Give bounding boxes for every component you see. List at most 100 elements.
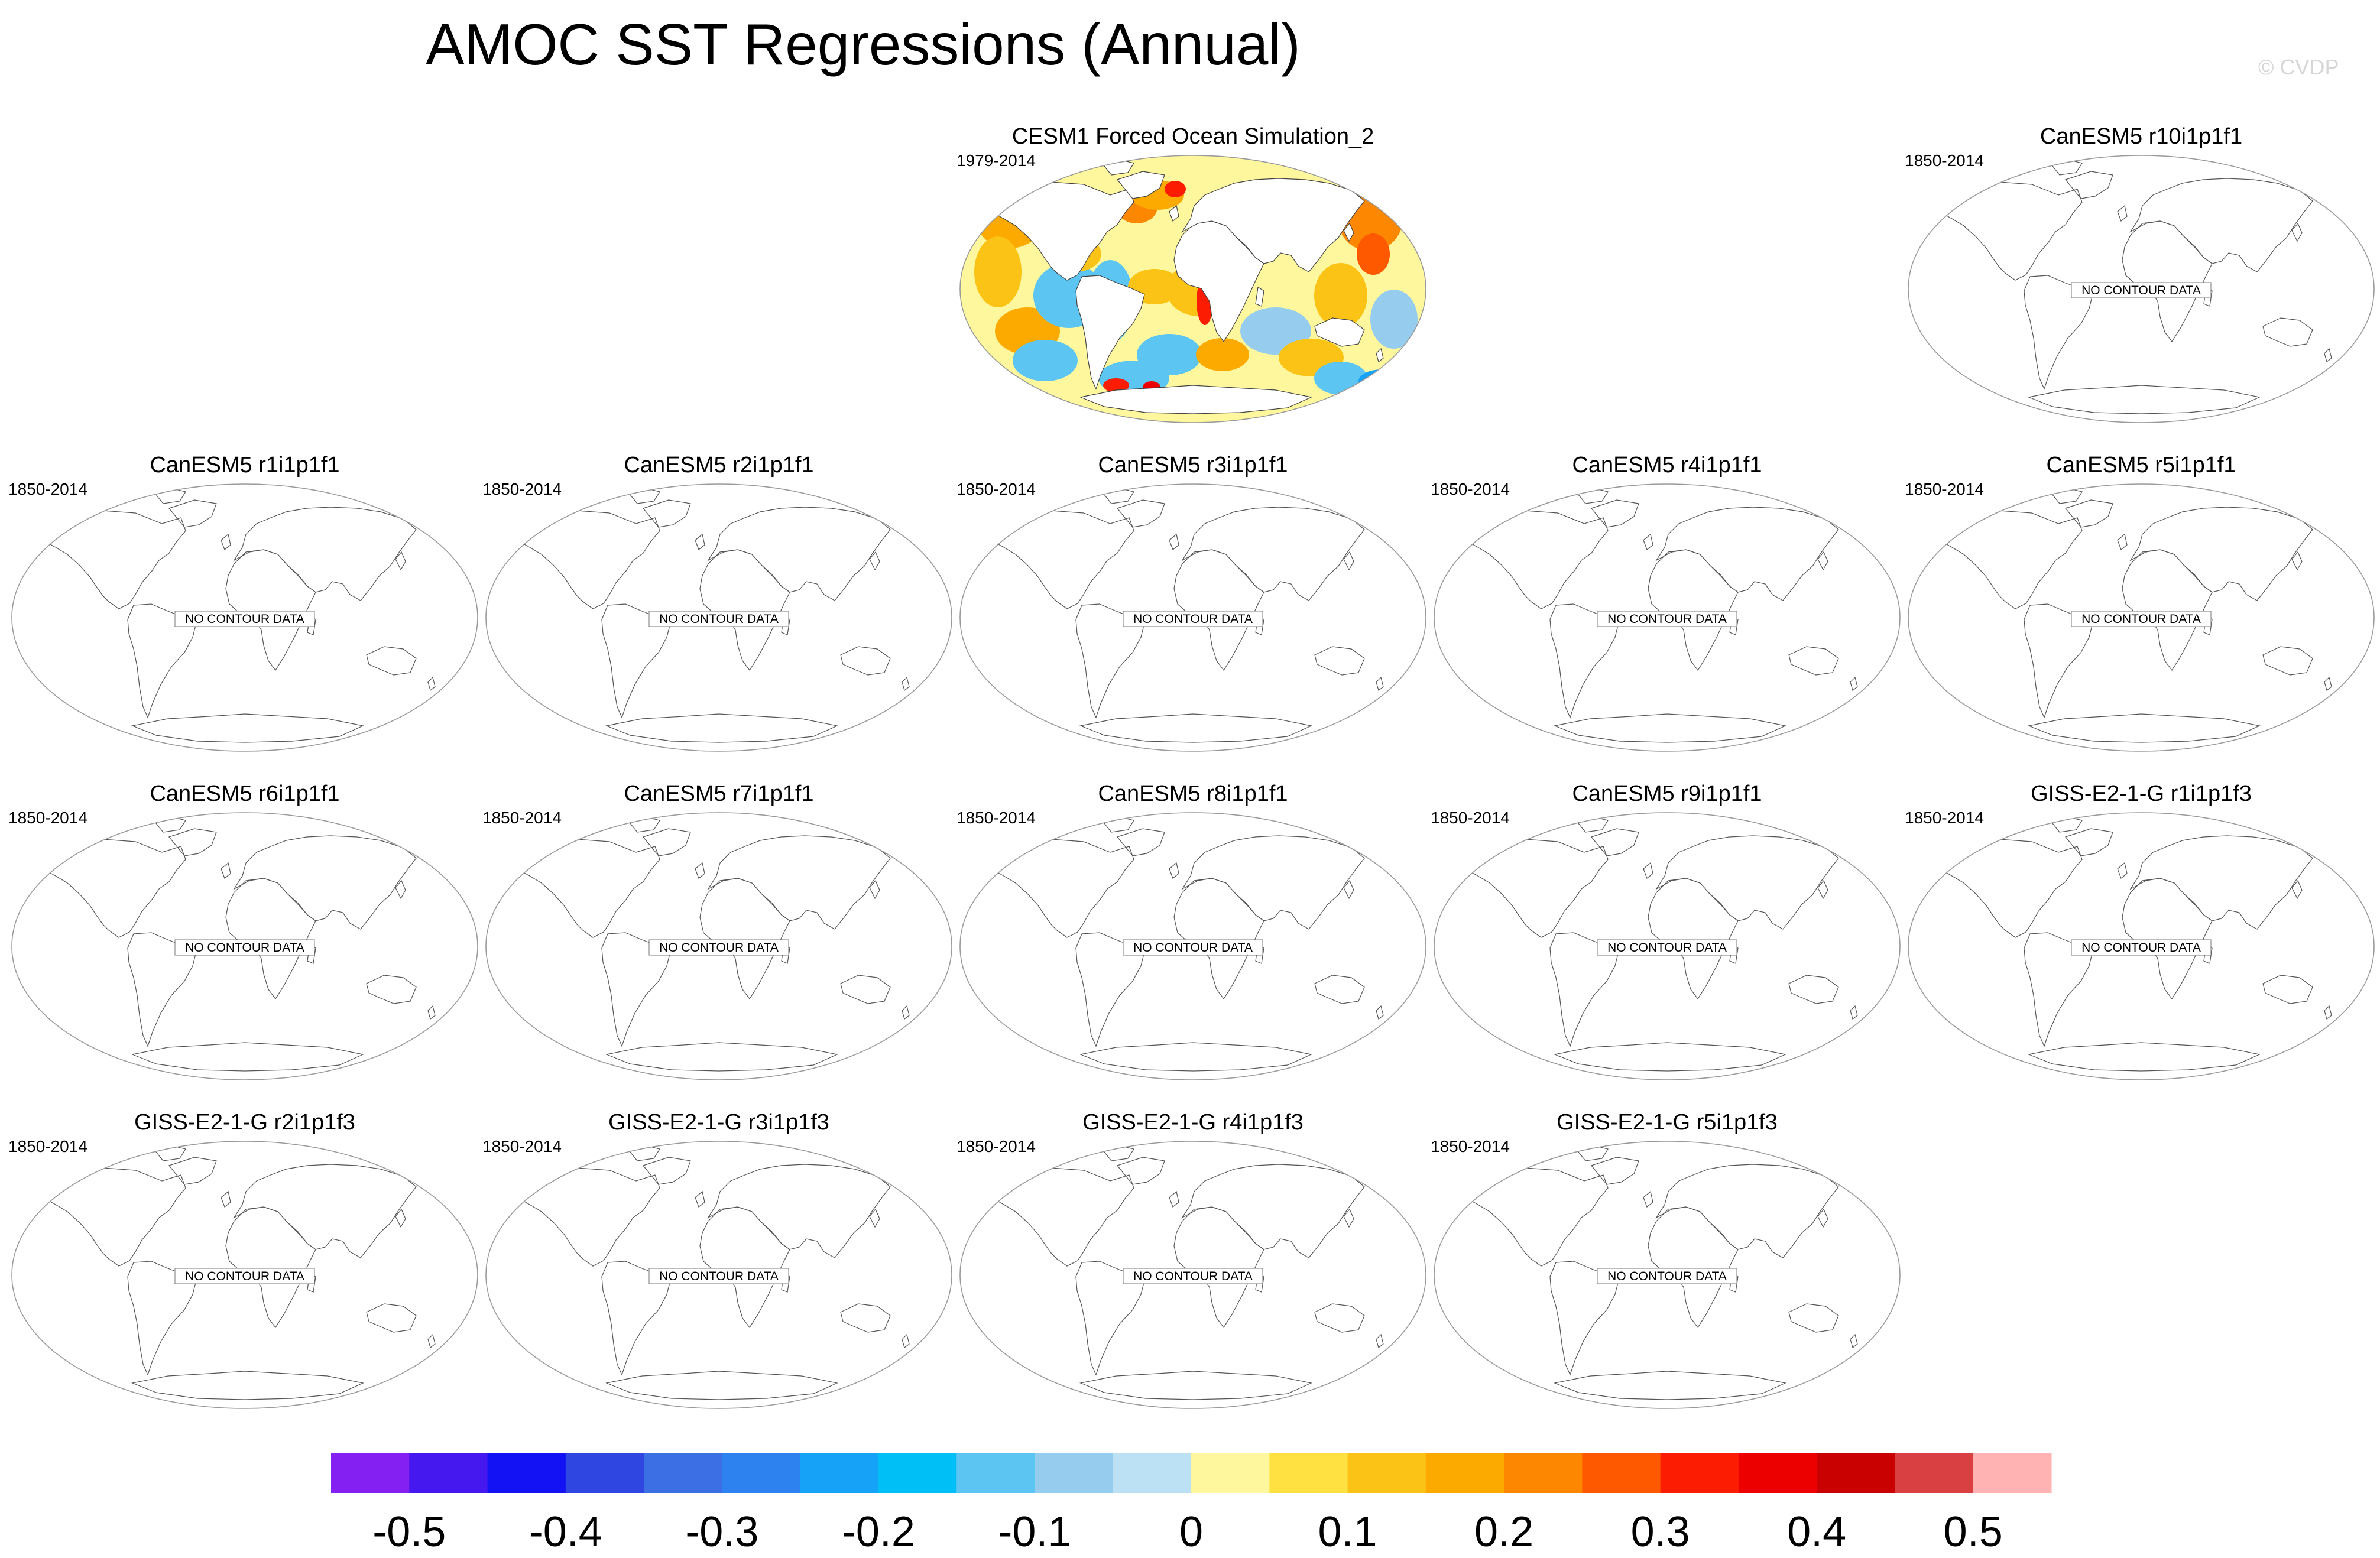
map-svg: NO CONTOUR DATA bbox=[1434, 812, 1901, 1080]
colorbar-swatch bbox=[1113, 1453, 1192, 1493]
anomaly-patch bbox=[1196, 338, 1249, 371]
colorbar-swatch bbox=[1582, 1453, 1661, 1493]
map-panel-giss-r1: GISS-E2-1-G r1i1p1f3 1850-2014 NO CONTOUR … bbox=[1905, 780, 2378, 1082]
panel-years: 1850-2014 bbox=[8, 480, 87, 498]
panel-years: 1850-2014 bbox=[482, 1137, 562, 1155]
globe-outline bbox=[959, 1141, 1426, 1409]
map-svg: NO CONTOUR DATA bbox=[485, 483, 952, 752]
no-contour-data-label: NO CONTOUR DATA bbox=[185, 612, 304, 626]
globe-outline bbox=[485, 812, 952, 1080]
map-panel-giss-r2: GISS-E2-1-G r2i1p1f3 1850-2014 NO CONTOUR … bbox=[8, 1109, 481, 1410]
map-svg: NO CONTOUR DATA bbox=[959, 483, 1426, 752]
globe-outline bbox=[485, 483, 952, 752]
panel-years: 1850-2014 bbox=[1905, 809, 1984, 827]
panel-title: CanESM5 r6i1p1f1 bbox=[150, 781, 340, 806]
globe-outline bbox=[1908, 155, 2375, 423]
map-svg: NO CONTOUR DATA bbox=[485, 812, 952, 1080]
map-panel-canesm5-r8: CanESM5 r8i1p1f1 1850-2014 NO CONTOUR DATA bbox=[956, 780, 1429, 1082]
page-title: AMOC SST Regressions (Annual) bbox=[426, 12, 1301, 77]
globe-outline bbox=[11, 1141, 478, 1409]
panel-years: 1850-2014 bbox=[482, 809, 562, 827]
colorbar-tick-label: -0.4 bbox=[529, 1508, 602, 1556]
map-svg: NO CONTOUR DATA bbox=[11, 812, 478, 1080]
map-svg: NO CONTOUR DATA bbox=[1434, 1141, 1901, 1409]
panel-years: 1850-2014 bbox=[956, 480, 1036, 498]
colorbar-swatch bbox=[1973, 1453, 2052, 1493]
no-contour-data-label: NO CONTOUR DATA bbox=[1607, 1270, 1727, 1283]
no-data-box bbox=[1597, 939, 1737, 956]
no-data-box bbox=[1123, 611, 1263, 627]
no-data-box bbox=[174, 939, 315, 956]
no-data-box bbox=[2071, 282, 2212, 298]
panel-years: 1850-2014 bbox=[8, 1137, 87, 1155]
colorbar-svg: -0.5 -0.4 -0.3 -0.2 -0.1 0 0.1 0.2 0.3 0.4 0.5 bbox=[331, 1453, 2052, 1556]
no-contour-data-label: NO CONTOUR DATA bbox=[659, 941, 779, 955]
colorbar-swatch bbox=[487, 1453, 566, 1493]
panel-title: CanESM5 r9i1p1f1 bbox=[1572, 781, 1762, 806]
anomaly-patch bbox=[1358, 369, 1406, 393]
globe-outline bbox=[959, 483, 1426, 752]
colorbar-swatch bbox=[1660, 1453, 1739, 1493]
sst-anomaly-field bbox=[960, 155, 1426, 423]
colorbar-swatch bbox=[1425, 1453, 1504, 1493]
panel-years: 1850-2014 bbox=[956, 809, 1036, 827]
colorbar-tick-label: -0.3 bbox=[685, 1508, 758, 1556]
map-svg: NO CONTOUR DATA bbox=[1908, 483, 2375, 752]
colorbar-swatch bbox=[565, 1453, 644, 1493]
no-contour-data-label: NO CONTOUR DATA bbox=[1607, 941, 1727, 955]
colorbar-tick-label: 0.5 bbox=[1944, 1508, 2003, 1556]
no-data-box bbox=[2071, 611, 2212, 627]
map-panel-canesm5-r3: CanESM5 r3i1p1f1 1850-2014 NO CONTOUR DATA bbox=[956, 452, 1429, 753]
panel-title: CanESM5 r2i1p1f1 bbox=[624, 453, 814, 478]
map-panel-canesm5-r2: CanESM5 r2i1p1f1 1850-2014 NO CONTOUR DATA bbox=[482, 452, 955, 753]
colorbar-tick-label: 0.1 bbox=[1318, 1508, 1377, 1556]
map-svg: NO CONTOUR DATA bbox=[1908, 812, 2375, 1080]
panel-title: GISS-E2-1-G r4i1p1f3 bbox=[1082, 1110, 1304, 1135]
panel-years: 1850-2014 bbox=[8, 809, 87, 827]
map-svg: NO CONTOUR DATA bbox=[959, 812, 1426, 1080]
no-contour-data-label: NO CONTOUR DATA bbox=[659, 612, 779, 626]
no-data-box bbox=[648, 1268, 789, 1284]
anomaly-patch bbox=[974, 236, 1022, 307]
colorbar-tick-label: 0.4 bbox=[1787, 1508, 1846, 1556]
panel-years: 1850-2014 bbox=[1905, 480, 1984, 498]
globe-outline bbox=[1434, 1141, 1901, 1409]
map-svg: NO CONTOUR DATA bbox=[1908, 155, 2375, 423]
colorbar-swatch bbox=[644, 1453, 722, 1493]
globe-outline bbox=[1908, 812, 2375, 1080]
panel-title: CanESM5 r10i1p1f1 bbox=[2039, 124, 2243, 149]
panel-title: CanESM5 r5i1p1f1 bbox=[2046, 453, 2236, 478]
map-panel-canesm5-r7: CanESM5 r7i1p1f1 1850-2014 NO CONTOUR DATA bbox=[482, 780, 955, 1082]
colorbar-swatch bbox=[1738, 1453, 1817, 1493]
globe-outline bbox=[11, 812, 478, 1080]
colorbar-swatch bbox=[722, 1453, 801, 1493]
map-panel-cesm1: CESM1 Forced Ocean Simulation_2 1979-2014 bbox=[956, 123, 1429, 424]
anomaly-patch bbox=[1314, 263, 1367, 328]
map-panel-giss-r4: GISS-E2-1-G r4i1p1f3 1850-2014 NO CONTOUR … bbox=[956, 1109, 1429, 1410]
colorbar-swatch bbox=[800, 1453, 879, 1493]
panel-years: 1850-2014 bbox=[1905, 151, 1984, 170]
panel-title: CESM1 Forced Ocean Simulation_2 bbox=[1011, 124, 1374, 149]
map-panel-giss-r3: GISS-E2-1-G r3i1p1f3 1850-2014 NO CONTOUR … bbox=[482, 1109, 955, 1410]
no-contour-data-label: NO CONTOUR DATA bbox=[2081, 612, 2201, 626]
colorbar-swatch bbox=[409, 1453, 488, 1493]
map-panel-canesm5-r4: CanESM5 r4i1p1f1 1850-2014 NO CONTOUR DATA bbox=[1431, 452, 1904, 753]
colorbar-tick-label: 0.3 bbox=[1631, 1508, 1690, 1556]
map-svg: NO CONTOUR DATA bbox=[11, 483, 478, 752]
no-data-box bbox=[174, 1268, 315, 1284]
panel-years: 1850-2014 bbox=[1431, 809, 1510, 827]
map-panel-canesm5-r1: CanESM5 r1i1p1f1 1850-2014 NO CONTOUR DATA bbox=[8, 452, 481, 753]
panel-years: 1850-2014 bbox=[956, 1137, 1036, 1155]
anomaly-patch bbox=[1357, 233, 1390, 275]
panel-title: GISS-E2-1-G r5i1p1f3 bbox=[1557, 1110, 1778, 1135]
no-contour-data-label: NO CONTOUR DATA bbox=[659, 1270, 779, 1283]
colorbar-swatch bbox=[1347, 1453, 1426, 1493]
no-data-box bbox=[1597, 611, 1737, 627]
colorbar-swatch bbox=[878, 1453, 957, 1493]
no-data-box bbox=[648, 939, 789, 956]
colorbar-tick-label: -0.5 bbox=[372, 1508, 446, 1556]
no-contour-data-label: NO CONTOUR DATA bbox=[1133, 1270, 1253, 1283]
globe-outline bbox=[485, 1141, 952, 1409]
globe-outline bbox=[1434, 483, 1901, 752]
no-data-box bbox=[648, 611, 789, 627]
